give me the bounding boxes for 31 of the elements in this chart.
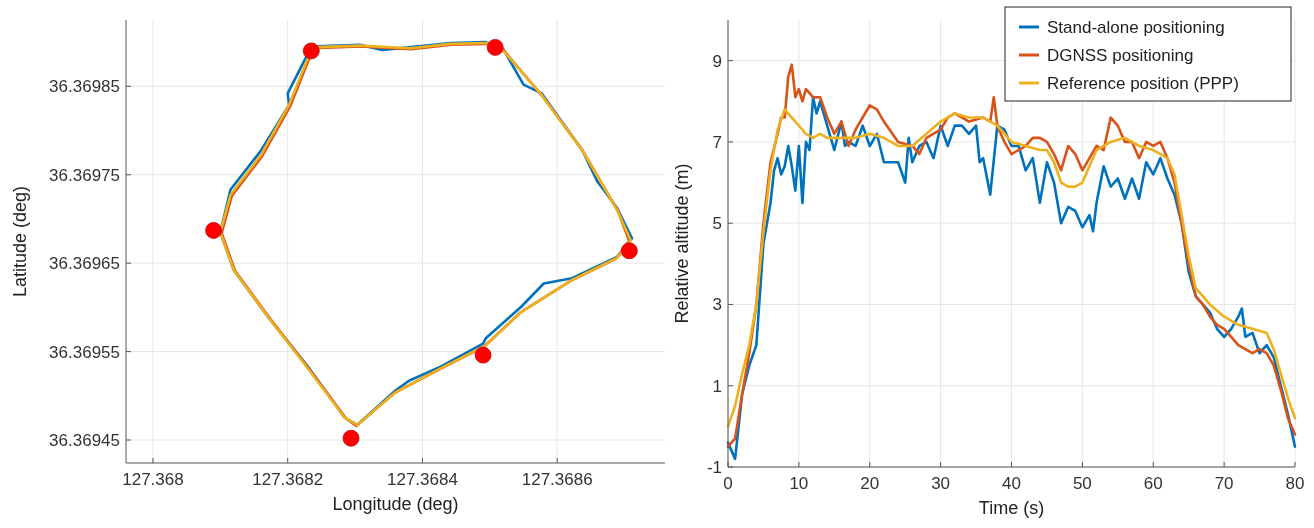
y-axis-title: Latitude (deg): [10, 185, 30, 298]
x-axis-title: Time (s): [978, 498, 1045, 518]
x-tick-label: 80: [1285, 474, 1305, 493]
y-tick-label: 36.36945: [49, 431, 120, 451]
y-tick-label: 36.36975: [49, 165, 120, 185]
y-tick-label: -1: [706, 458, 722, 477]
y-tick-label: 36.36955: [49, 342, 120, 362]
y-tick-label: 7: [712, 132, 722, 152]
x-tick-label: 10: [789, 474, 809, 493]
x-tick-label: 0: [723, 474, 733, 493]
y-tick-label: 36.36965: [49, 254, 120, 274]
x-tick-label: 127.3684: [387, 470, 458, 489]
x-tick-label: 60: [1143, 474, 1163, 493]
x-tick-label: 40: [1002, 474, 1021, 493]
y-tick-label: 36.36985: [49, 77, 120, 97]
legend-label: Reference position (PPP): [1047, 74, 1239, 93]
y-axis-title: Relative altitude (m): [672, 163, 692, 324]
legend-label: DGNSS positioning: [1047, 46, 1194, 65]
y-tick-label: 1: [712, 376, 722, 396]
x-tick-label: 30: [931, 474, 951, 493]
x-tick-label: 50: [1072, 474, 1092, 493]
legend-label: Stand-alone positioning: [1047, 18, 1225, 37]
x-tick-label: 127.368: [122, 470, 184, 489]
x-tick-label: 127.3682: [252, 470, 324, 489]
x-tick-label: 127.3686: [521, 470, 593, 489]
x-tick-label: 70: [1214, 474, 1234, 493]
x-tick-label: 20: [860, 474, 880, 493]
y-tick-label: 5: [712, 214, 722, 234]
x-axis-title: Longitude (deg): [332, 494, 459, 514]
y-tick-label: 3: [712, 295, 722, 315]
y-tick-label: 9: [712, 51, 722, 71]
